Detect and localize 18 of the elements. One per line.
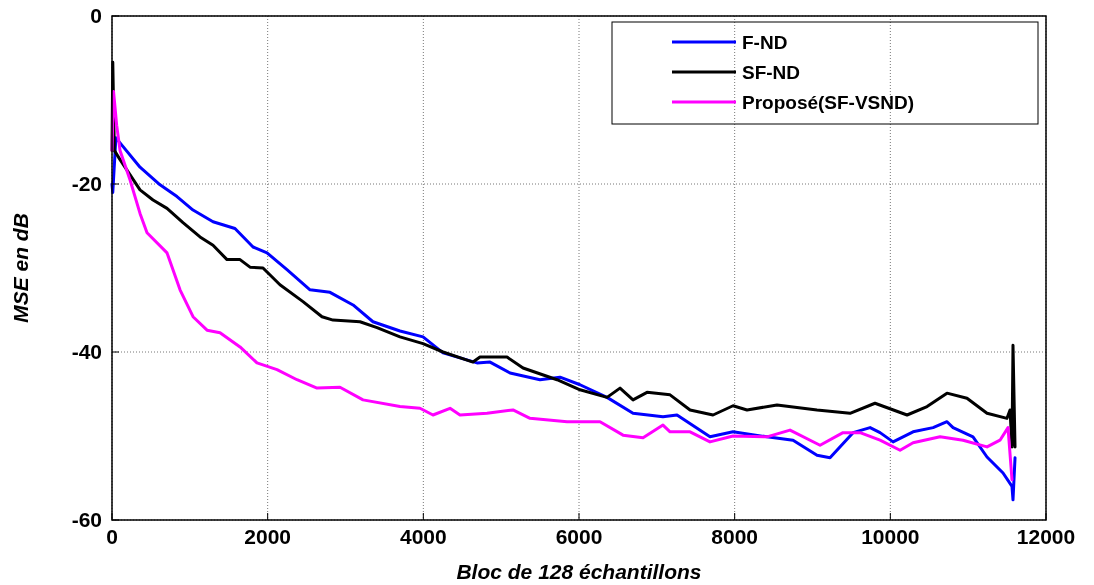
x-tick-label: 10000: [861, 525, 920, 548]
y-tick-label: 0: [90, 4, 102, 28]
y-tick-label: -60: [71, 508, 102, 532]
x-tick-label: 0: [106, 525, 118, 548]
x-tick-label: 8000: [711, 525, 759, 548]
line-series: [110, 136, 1017, 502]
x-tick-label: 6000: [555, 525, 603, 548]
legend-label: F-ND: [742, 31, 788, 53]
y-axis-title: MSE en dB: [9, 213, 32, 323]
y-tick-label: -20: [71, 172, 102, 196]
y-tick-label: -40: [71, 340, 102, 364]
x-axis-title: Bloc de 128 échantillons: [456, 560, 702, 583]
x-tick-label: 2000: [244, 525, 292, 548]
legend-label: SF-ND: [742, 61, 801, 83]
line-series: [110, 90, 1014, 482]
x-tick-label: 4000: [399, 525, 447, 548]
legend-label: Proposé(SF-VSND): [742, 91, 915, 113]
x-tick-label: 12000: [1016, 525, 1076, 548]
